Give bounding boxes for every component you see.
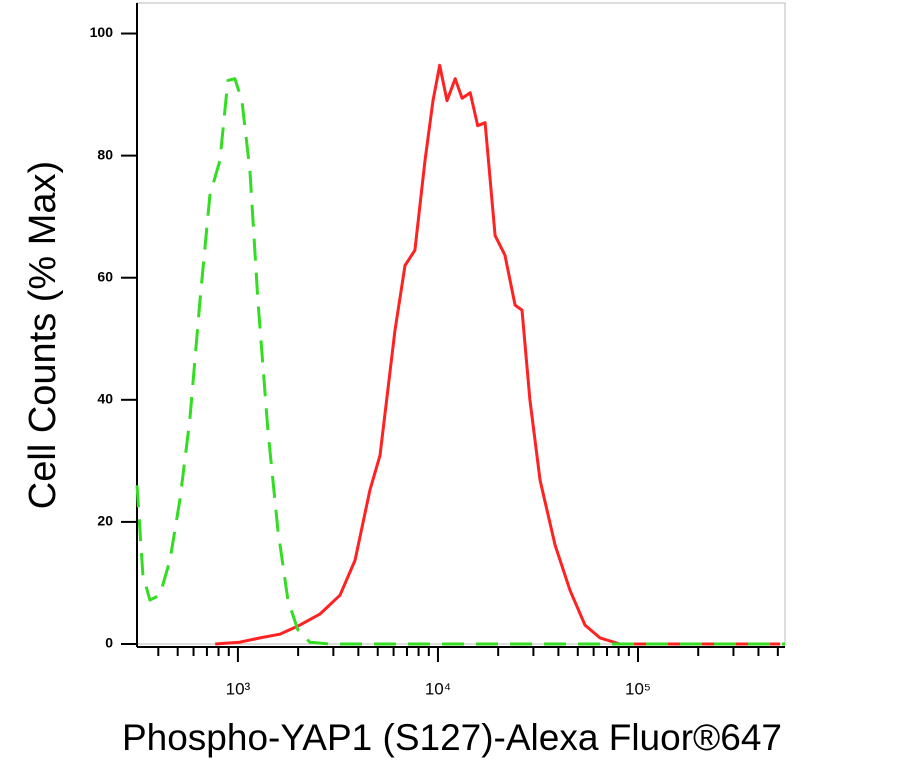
y-tick-label: 0 [105, 635, 113, 651]
series-line [135, 77, 785, 646]
y-axis-title: Cell Counts (% Max) [22, 161, 64, 509]
y-tick-label: 40 [97, 391, 113, 407]
x-tick-label: 10⁴ [425, 679, 451, 698]
x-tick-label: 10⁵ [625, 679, 651, 698]
y-tick-label: 80 [97, 146, 113, 162]
y-tick-label: 60 [97, 268, 113, 284]
y-tick-label: 20 [97, 513, 113, 529]
x-axis-title: Phospho-YAP1 (S127)-Alexa Fluor®647 [122, 717, 782, 758]
x-tick-label: 10³ [226, 679, 251, 698]
series-line [215, 63, 781, 646]
y-tick-label: 100 [90, 24, 114, 40]
